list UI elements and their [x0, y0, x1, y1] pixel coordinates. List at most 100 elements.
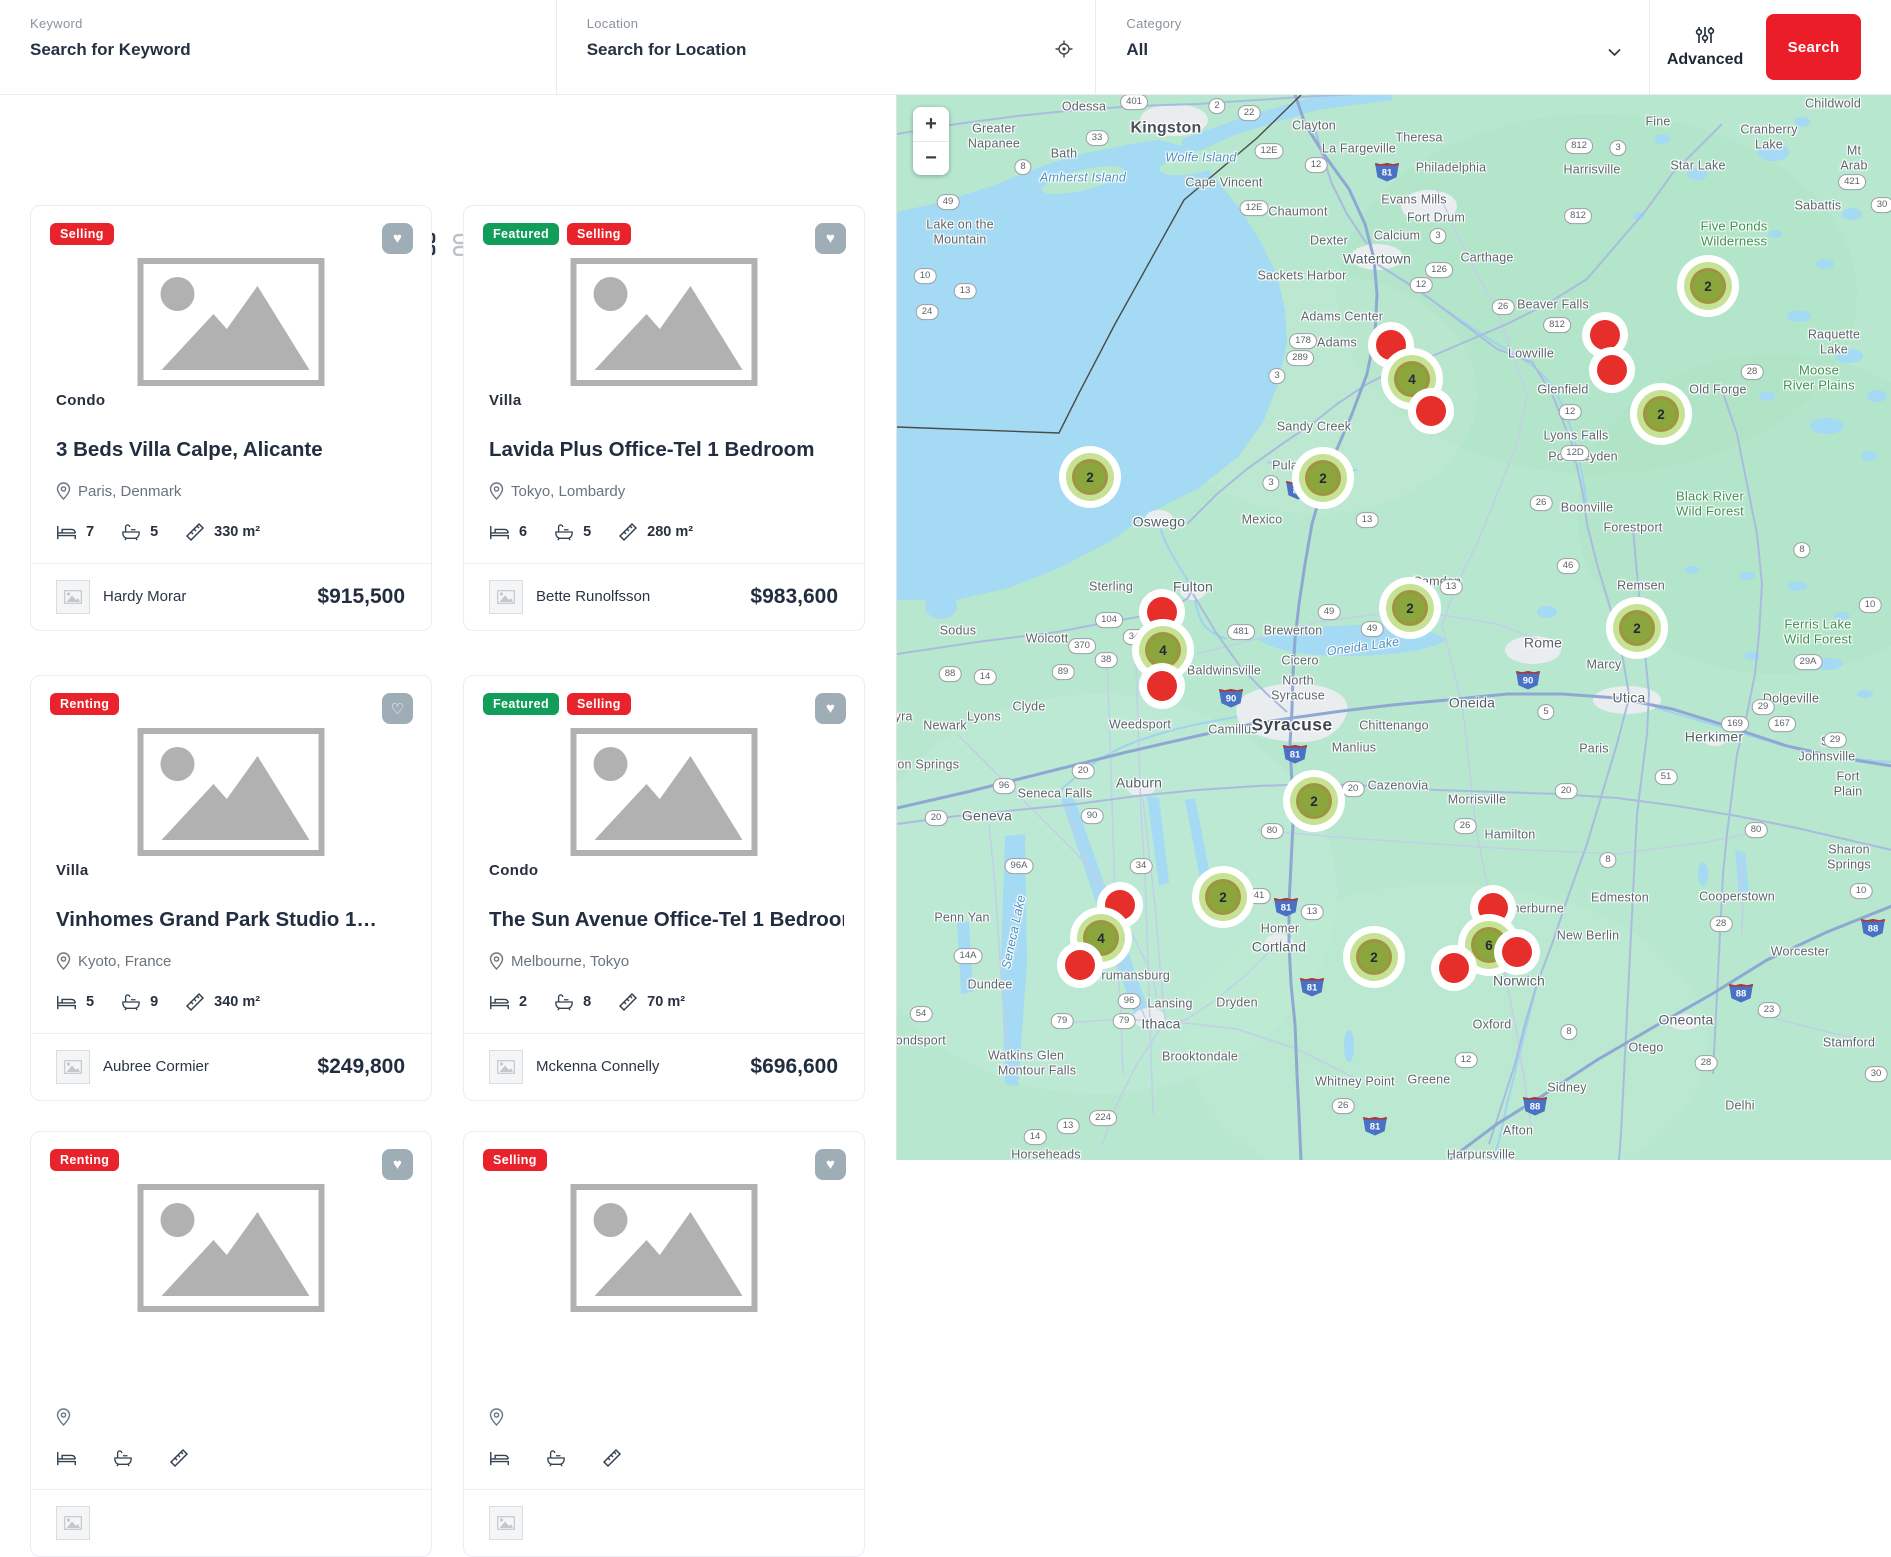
location-field-group: Location [557, 0, 1096, 94]
interstate-shield: 88 [1861, 919, 1885, 938]
baths-stat: 9 [121, 993, 158, 1011]
badge-row: Selling [50, 223, 114, 245]
map-cluster-marker[interactable]: 2 [1619, 610, 1655, 646]
agent[interactable]: Hardy Morar [56, 579, 186, 614]
map-property-marker[interactable] [1147, 597, 1177, 627]
property-type: Villa [56, 862, 89, 879]
route-shield: 12 [1558, 404, 1582, 420]
listing-card[interactable]: Selling ♥ Condo 3 Beds Villa Calpe, Alic… [30, 205, 432, 631]
map-city-label: Sandy Creek [1276, 419, 1352, 434]
interstate-shield: 90 [1219, 689, 1243, 708]
listing-title[interactable]: The Sun Avenue Office-Tel 1 Bedroom [489, 908, 844, 931]
map-city-label: Dryden [1216, 995, 1258, 1010]
status-badge: Selling [483, 1149, 547, 1171]
listing-title[interactable]: 3 Beds Villa Calpe, Alicante [56, 438, 323, 461]
map-property-marker[interactable] [1105, 890, 1135, 920]
listing-title[interactable]: Vinhomes Grand Park Studio 1… [56, 908, 377, 931]
agent[interactable]: Aubree Cormier [56, 1049, 209, 1084]
advanced-filters-button[interactable]: Advanced [1650, 0, 1760, 94]
map-city-label: Bath [1050, 146, 1078, 161]
listing-card[interactable]: Renting ♡ Villa Vinhomes Grand Park Stud… [30, 675, 432, 1101]
map-city-label: Manlius [1331, 740, 1377, 755]
category-select[interactable]: Category All [1096, 0, 1649, 94]
route-shield: 12 [1304, 157, 1328, 173]
location-input[interactable] [586, 40, 1045, 60]
zoom-out-button[interactable]: − [913, 141, 949, 175]
listing-card[interactable]: Featured Selling ♥ Villa Lavida Plus Offi… [463, 205, 865, 631]
route-shield: 3 [1262, 475, 1280, 491]
favorite-button[interactable]: ♥ [815, 1149, 846, 1180]
favorite-button[interactable]: ♡ [382, 693, 413, 724]
search-bar: Keyword Location Category All Advanced S… [0, 0, 1891, 95]
route-shield: 20 [1554, 783, 1578, 799]
keyword-input[interactable] [30, 40, 504, 60]
bed-icon [57, 995, 76, 1009]
route-shield: 169 [1721, 716, 1749, 732]
route-shield: 28 [1709, 916, 1733, 932]
listing-image-placeholder [137, 1184, 325, 1317]
map-property-marker[interactable] [1147, 671, 1177, 701]
map-city-label: North Syracuse [1271, 673, 1325, 702]
map-city-label: Weedsport [1108, 717, 1172, 732]
map-cluster-marker[interactable]: 2 [1305, 460, 1341, 496]
map-city-label: Raquette Lake [1807, 327, 1861, 356]
map-cluster-marker[interactable]: 2 [1072, 459, 1108, 495]
map-property-marker[interactable] [1439, 953, 1469, 983]
favorite-button[interactable]: ♥ [815, 223, 846, 254]
beds-stat: 6 [489, 524, 527, 541]
map-property-marker[interactable] [1065, 950, 1095, 980]
agent[interactable]: Bette Runolfsson [489, 579, 650, 614]
agent[interactable]: Mckenna Connelly [489, 1049, 659, 1084]
map-property-marker[interactable] [1597, 355, 1627, 385]
listing-card[interactable]: Selling ♥ [463, 1131, 865, 1557]
map-city-label: Remsen [1617, 578, 1665, 593]
map-cluster-marker[interactable]: 6 [1471, 927, 1507, 963]
map[interactable]: Odessa Kingston Greater Napanee Bath Clayton… [896, 94, 1891, 1160]
map-cluster-marker[interactable]: 4 [1145, 632, 1181, 668]
map-city-label: Edmeston [1591, 890, 1649, 905]
favorite-button[interactable]: ♥ [815, 693, 846, 724]
map-property-marker[interactable] [1376, 330, 1406, 360]
bath-icon [122, 524, 140, 541]
map-property-marker[interactable] [1590, 320, 1620, 350]
interstate-shield: 88 [1729, 984, 1753, 1003]
listing-card[interactable]: Featured Selling ♥ Condo The Sun Avenue O… [463, 675, 865, 1101]
map-cluster-marker[interactable]: 2 [1296, 783, 1332, 819]
locate-me-icon[interactable] [1055, 40, 1073, 63]
route-shield: 28 [1740, 364, 1764, 380]
area-stat: 330 m² [185, 522, 260, 542]
route-shield: 8 [1599, 852, 1617, 868]
favorite-button[interactable]: ♥ [382, 223, 413, 254]
map-cluster-marker[interactable]: 2 [1205, 879, 1241, 915]
zoom-in-button[interactable]: + [913, 107, 949, 141]
listing-footer: Bette Runolfsson $983,600 [489, 563, 838, 630]
map-water-label: Amherst Island [1039, 170, 1127, 185]
map-forest-label: Black River Wild Forest [1676, 488, 1744, 519]
map-property-marker[interactable] [1416, 396, 1446, 426]
map-cluster-marker[interactable]: 2 [1356, 939, 1392, 975]
heart-icon: ♥ [393, 1156, 402, 1173]
category-value: All [1126, 40, 1149, 59]
map-city-label: Greene [1407, 1072, 1451, 1087]
map-property-marker[interactable] [1502, 937, 1532, 967]
search-button[interactable]: Search [1766, 14, 1861, 80]
listing-card[interactable]: Renting ♥ [30, 1131, 432, 1557]
status-badge: Selling [50, 223, 114, 245]
route-shield: 13 [953, 283, 977, 299]
listing-title[interactable]: Lavida Plus Office-Tel 1 Bedroom [489, 438, 815, 461]
map-property-marker[interactable] [1478, 893, 1508, 923]
agent[interactable] [56, 1505, 103, 1540]
map-cluster-marker[interactable]: 2 [1690, 268, 1726, 304]
ruler-icon [186, 992, 205, 1012]
agent[interactable] [489, 1505, 536, 1540]
map-city-label: Palmyra [897, 709, 913, 724]
favorite-button[interactable]: ♥ [382, 1149, 413, 1180]
map-city-label: Fort Plain [1833, 769, 1863, 798]
results-toolbar: 12 Default [0, 94, 896, 268]
map-cluster-marker[interactable]: 2 [1392, 590, 1428, 626]
map-cluster-marker[interactable]: 2 [1643, 396, 1679, 432]
map-city-label: Paris [1579, 741, 1609, 756]
map-cluster-marker[interactable]: 4 [1394, 361, 1430, 397]
map-city-label: Watertown [1342, 250, 1412, 267]
map-cluster-marker[interactable]: 4 [1083, 920, 1119, 956]
